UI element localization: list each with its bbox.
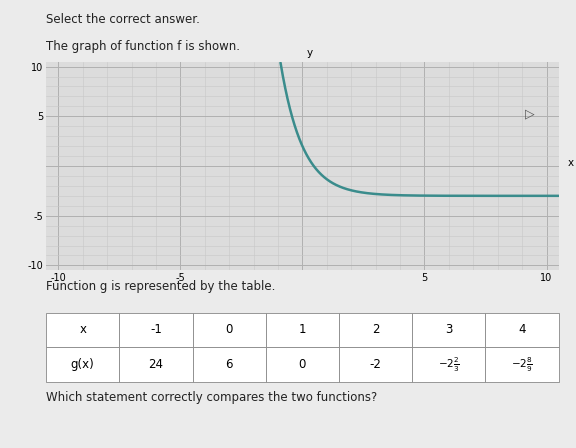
Text: Which statement correctly compares the two functions?: Which statement correctly compares the t… [46, 391, 377, 404]
Text: Select the correct answer.: Select the correct answer. [46, 13, 200, 26]
Text: y: y [306, 48, 313, 58]
Text: ▷: ▷ [525, 108, 534, 121]
Text: x: x [567, 158, 573, 168]
Text: $-2\frac{8}{9}$: $-2\frac{8}{9}$ [511, 356, 533, 374]
Text: The graph of function f is shown.: The graph of function f is shown. [46, 39, 240, 52]
Text: Function g is represented by the table.: Function g is represented by the table. [46, 280, 275, 293]
Text: $-2\frac{2}{3}$: $-2\frac{2}{3}$ [438, 356, 460, 374]
